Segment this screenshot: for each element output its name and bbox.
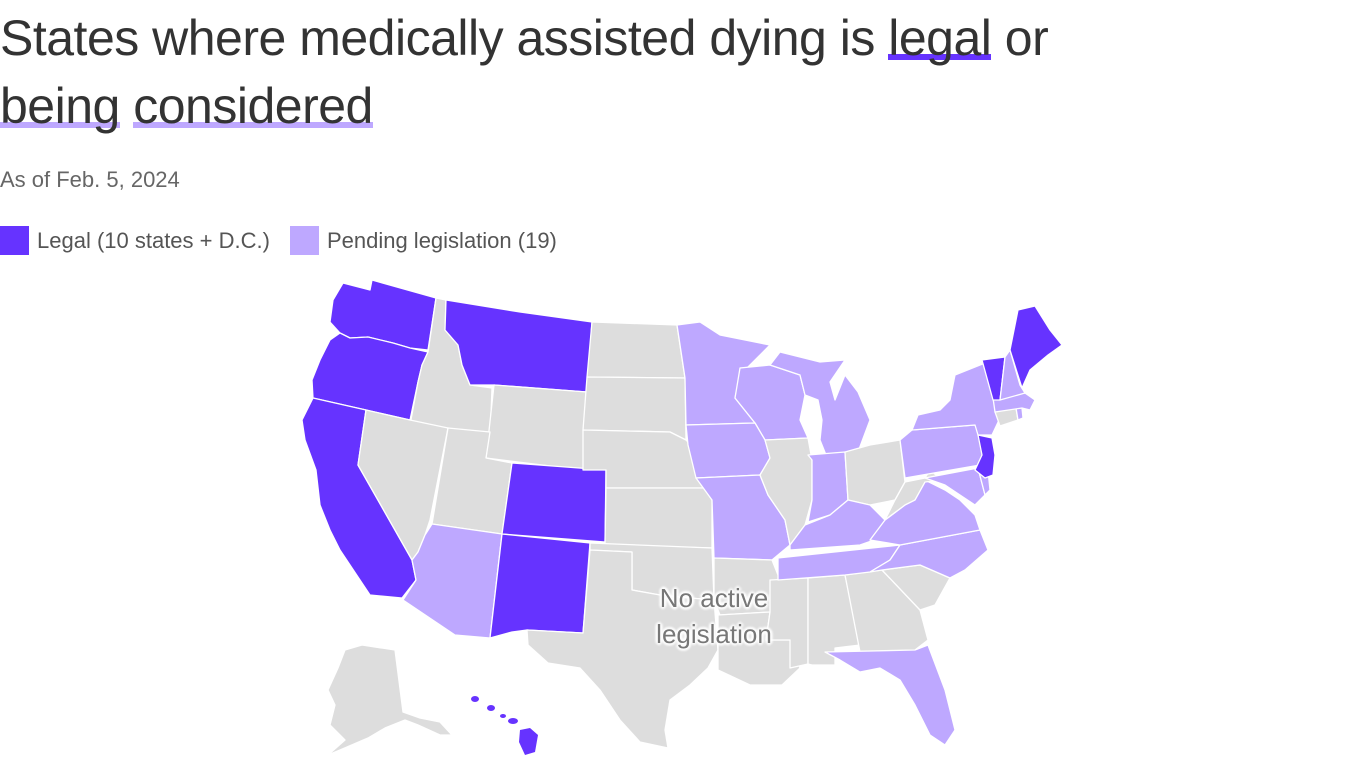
legend-swatch-legal bbox=[0, 226, 29, 255]
annotation-no-active-legislation: No active legislation bbox=[614, 580, 814, 652]
state-new-hampshire[interactable] bbox=[999, 349, 1026, 401]
state-west-virginia[interactable] bbox=[884, 469, 943, 521]
annotation-line-2: legislation bbox=[656, 619, 772, 649]
state-kentucky[interactable] bbox=[789, 499, 886, 551]
state-wyoming[interactable] bbox=[485, 384, 588, 471]
title-considered: considered bbox=[133, 78, 373, 134]
state-colorado[interactable] bbox=[501, 462, 607, 543]
state-florida[interactable] bbox=[824, 644, 956, 746]
title-prefix: States where medically assisted dying is bbox=[0, 10, 889, 66]
legend-label-legal: Legal (10 states + D.C.) bbox=[37, 227, 270, 253]
state-ohio[interactable] bbox=[844, 439, 906, 506]
chart-title: States where medically assisted dying is… bbox=[0, 4, 1300, 140]
title-legal-word: legal bbox=[888, 10, 992, 66]
legend-item-pending: Pending legislation (19) bbox=[289, 226, 557, 255]
state-montana[interactable] bbox=[444, 299, 593, 393]
chart-subtitle: As of Feb. 5, 2024 bbox=[0, 167, 180, 192]
state-rhode-island[interactable] bbox=[1015, 407, 1024, 421]
title-middle: or bbox=[991, 10, 1049, 66]
state-maine[interactable] bbox=[1009, 305, 1063, 389]
legend-swatch-pending bbox=[289, 226, 319, 255]
legend-label-pending: Pending legislation (19) bbox=[326, 227, 557, 253]
state-alaska[interactable] bbox=[327, 644, 453, 756]
title-being: being bbox=[0, 78, 120, 134]
legend-item-legal: Legal (10 states + D.C.) bbox=[0, 226, 270, 255]
state-new-jersey[interactable] bbox=[974, 434, 996, 479]
state-north-carolina[interactable] bbox=[869, 529, 989, 579]
state-iowa[interactable] bbox=[685, 422, 771, 479]
state-hawaii[interactable] bbox=[471, 696, 538, 755]
legend: Legal (10 states + D.C.) Pending legisla… bbox=[0, 226, 577, 255]
state-north-dakota[interactable] bbox=[586, 321, 686, 379]
state-new-mexico[interactable] bbox=[489, 533, 591, 639]
state-texas[interactable] bbox=[526, 549, 719, 749]
annotation-line-1: No active bbox=[659, 583, 769, 613]
state-kansas[interactable] bbox=[604, 487, 713, 549]
